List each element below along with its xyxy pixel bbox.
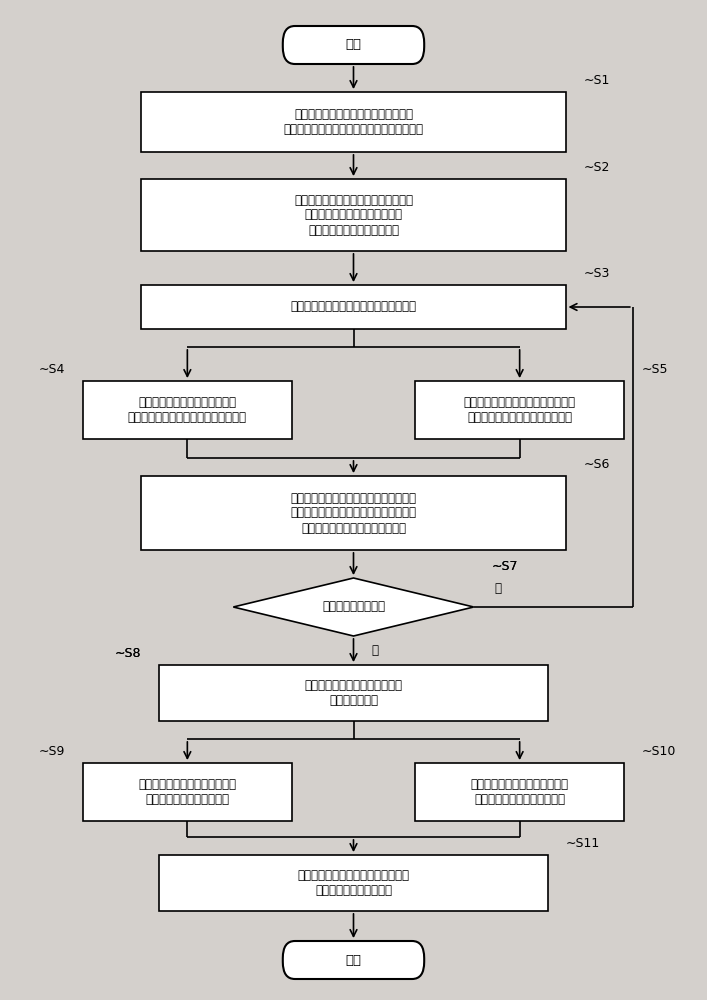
Text: 鉴定力学模型的潜在变量，以使血管形态
指标及血液流量指标的预测值与血管形态
指标及血液流量指标的观测值匹配: 鉴定力学模型的潜在变量，以使血管形态 指标及血液流量指标的预测值与血管形态 指标… (291, 491, 416, 534)
FancyBboxPatch shape (283, 941, 424, 979)
Bar (83, 763, 291, 821)
Text: ∼S8: ∼S8 (115, 647, 141, 660)
Text: 将时间序列的力学性指标和时间序列
的血液流量指标进行显示: 将时间序列的力学性指标和时间序列 的血液流量指标进行显示 (298, 869, 409, 897)
Text: ∼S7: ∼S7 (491, 560, 518, 573)
Text: ∼S5: ∼S5 (642, 363, 668, 376)
Text: ∼S10: ∼S10 (642, 745, 676, 758)
Text: 满足鉴定结束条件？: 满足鉴定结束条件？ (322, 600, 385, 613)
Text: ∼S9: ∼S9 (39, 745, 66, 758)
Bar (159, 665, 548, 721)
Text: ∼S3: ∼S3 (583, 267, 609, 280)
Text: ∼S4: ∼S4 (39, 363, 66, 376)
Bar (141, 285, 566, 329)
Text: ∼S11: ∼S11 (566, 837, 600, 850)
Bar (141, 179, 566, 251)
Text: ∼S1: ∼S1 (583, 74, 609, 87)
Text: ∼S6: ∼S6 (583, 458, 609, 471)
Text: ∼S2: ∼S2 (583, 161, 609, 174)
Polygon shape (233, 578, 474, 636)
Text: 结束: 结束 (346, 954, 361, 966)
Text: 暂定地构建关于解析对象区域的力学模型: 暂定地构建关于解析对象区域的力学模型 (291, 300, 416, 314)
Bar (416, 381, 624, 439)
Text: 对力学模型实施血管应力解析，
计算时间序列的血管形态指标的预测值: 对力学模型实施血管应力解析， 计算时间序列的血管形态指标的预测值 (128, 396, 247, 424)
FancyBboxPatch shape (283, 26, 424, 64)
Text: 开始: 开始 (346, 38, 361, 51)
Text: 医用图像解析－图像跟踪处理的
修正和结果显示: 医用图像解析－图像跟踪处理的 修正和结果显示 (305, 679, 402, 707)
Text: 对力学模型实施血管应力解析，
计算时间序列的力学性指标: 对力学模型实施血管应力解析， 计算时间序列的力学性指标 (139, 778, 236, 806)
Text: 对力学模型实施血液流体解析，
计算时间序列的血液流量指标: 对力学模型实施血液流体解析， 计算时间序列的血液流量指标 (471, 778, 568, 806)
Text: 否: 否 (495, 582, 502, 595)
Bar (159, 855, 548, 911)
Text: 对时间序列的医用图像实施图像处理，
计算时间序列的血管形态指标和
时间序列的血管形状变形指标: 对时间序列的医用图像实施图像处理， 计算时间序列的血管形态指标和 时间序列的血管… (294, 194, 413, 236)
Text: 是: 是 (371, 644, 378, 657)
Bar (83, 381, 291, 439)
Text: 对力学模型实施血液流体解析，计算
时间序列的血液流量指标的预测值: 对力学模型实施血液流体解析，计算 时间序列的血液流量指标的预测值 (464, 396, 575, 424)
Text: ∼S8: ∼S8 (115, 647, 141, 660)
Bar (416, 763, 624, 821)
Text: 对在时间序列的医用图像中包含的血管
区域设定解析对象区域和潜在变量的鉴定区域: 对在时间序列的医用图像中包含的血管 区域设定解析对象区域和潜在变量的鉴定区域 (284, 108, 423, 136)
Text: ∼S7: ∼S7 (491, 560, 518, 573)
Bar (141, 92, 566, 152)
Bar (141, 476, 566, 550)
